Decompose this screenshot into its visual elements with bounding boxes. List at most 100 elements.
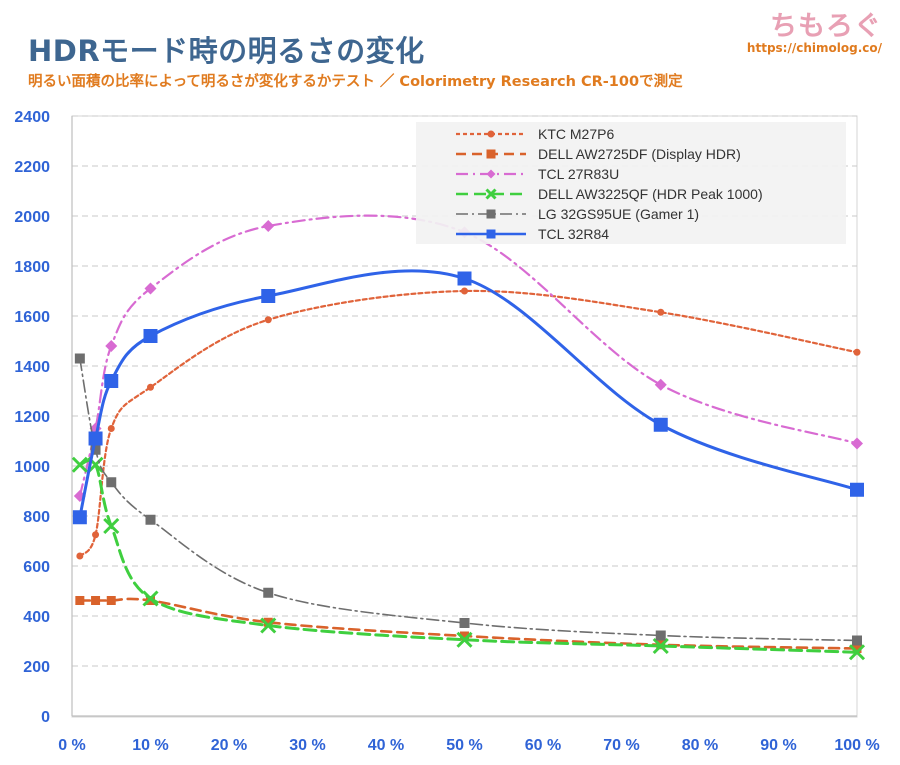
x-tick-label: 50 % xyxy=(446,737,482,754)
series-line xyxy=(78,269,859,519)
chart-title: HDRモード時の明るさの変化 xyxy=(28,34,425,68)
series-lg-32gs95ue-gamer-1 xyxy=(74,353,862,646)
data-point xyxy=(654,378,667,391)
brand: ちもろぐ https://chimolog.co/ xyxy=(747,4,882,55)
data-point xyxy=(92,531,100,539)
data-point xyxy=(260,617,277,634)
data-point xyxy=(91,596,101,605)
data-point xyxy=(456,631,473,648)
data-point xyxy=(142,590,159,607)
data-point xyxy=(461,287,468,295)
data-point xyxy=(72,510,87,525)
axes xyxy=(71,116,857,717)
y-tick-label: 2200 xyxy=(14,159,50,176)
data-point xyxy=(145,514,156,525)
data-point xyxy=(104,374,119,388)
brand-logo: ちもろぐ xyxy=(770,11,882,42)
x-tick-label: 80 % xyxy=(682,737,718,754)
legend-marker xyxy=(487,130,495,138)
y-tick-label: 1400 xyxy=(14,359,50,376)
x-tick-label: 60 % xyxy=(525,737,561,754)
y-tick-label: 1800 xyxy=(14,259,50,276)
chart-subtitle: 明るい面積の比率によって明るさが変化するかテスト ／ Colorimetry R… xyxy=(28,74,683,90)
legend-item: TCL 27R83U xyxy=(456,166,619,182)
data-point xyxy=(105,340,118,352)
legend: KTC M27P6 DELL AW2725DF (Display HDR) TCL … xyxy=(416,122,846,244)
data-point xyxy=(147,383,154,391)
data-point xyxy=(657,308,665,316)
legend-item: TCL 32R84 xyxy=(456,226,609,242)
y-tick-label: 2400 xyxy=(14,109,50,126)
data-point xyxy=(457,271,472,286)
data-point xyxy=(653,417,668,432)
legend-item: KTC M27P6 xyxy=(456,126,614,142)
y-axis-ticks: 0 200 400 600 800 1000 1200 1400 1600 1800 2000 220… xyxy=(14,109,50,726)
legend-marker xyxy=(486,229,496,239)
grid-lines xyxy=(72,115,857,667)
x-tick-label: 90 % xyxy=(760,737,796,754)
data-point xyxy=(850,482,864,497)
data-point xyxy=(143,329,158,343)
data-point xyxy=(88,431,103,446)
legend-label: DELL AW2725DF (Display HDR) xyxy=(538,146,741,162)
y-tick-label: 1600 xyxy=(14,309,50,326)
data-point xyxy=(263,617,273,627)
data-point xyxy=(652,637,669,655)
data-point xyxy=(853,348,861,356)
legend-item: DELL AW2725DF (Display HDR) xyxy=(456,146,741,162)
brand-url: https://chimolog.co/ xyxy=(746,41,882,55)
series-line xyxy=(79,357,858,642)
data-point xyxy=(144,282,157,295)
y-tick-label: 0 xyxy=(41,709,50,726)
data-point xyxy=(262,220,275,232)
data-point xyxy=(460,631,469,641)
y-tick-label: 800 xyxy=(23,509,50,526)
data-point xyxy=(261,289,276,303)
data-point xyxy=(852,635,862,646)
x-tick-label: 100 % xyxy=(834,737,879,754)
data-point xyxy=(74,353,85,364)
x-tick-label: 0 % xyxy=(58,737,86,754)
series-dell-aw3225qf-hdr-peak-1000 xyxy=(71,456,866,661)
data-point xyxy=(848,644,866,661)
data-point xyxy=(655,630,666,641)
data-point xyxy=(106,477,117,488)
legend-box xyxy=(416,122,846,244)
y-tick-label: 1200 xyxy=(14,409,50,426)
x-tick-label: 70 % xyxy=(603,737,639,754)
y-tick-label: 1000 xyxy=(14,459,50,476)
y-tick-label: 2000 xyxy=(14,209,50,226)
data-point xyxy=(852,644,862,653)
data-point xyxy=(90,444,101,455)
legend-marker xyxy=(486,149,496,159)
x-tick-label: 10 % xyxy=(132,737,168,754)
data-point xyxy=(851,437,863,450)
data-point xyxy=(459,618,470,628)
series-line xyxy=(78,597,859,650)
data-point xyxy=(103,517,120,535)
y-tick-label: 200 xyxy=(23,659,50,676)
legend-label: TCL 27R83U xyxy=(538,166,619,182)
series-line xyxy=(78,214,859,498)
data-point xyxy=(71,456,88,473)
legend-marker xyxy=(486,169,496,179)
x-axis-ticks: 0 % 10 % 20 % 30 % 40 % 50 % 60 % 70 % 80 % 90 % 1… xyxy=(58,737,879,754)
x-tick-label: 40 % xyxy=(368,737,404,754)
series-line xyxy=(78,458,859,654)
series-layer xyxy=(71,214,866,661)
y-tick-label: 400 xyxy=(23,609,50,626)
legend-label: DELL AW3225QF (HDR Peak 1000) xyxy=(538,186,763,202)
legend-label: TCL 32R84 xyxy=(538,226,609,242)
y-tick-label: 600 xyxy=(23,559,50,576)
legend-marker xyxy=(486,209,496,219)
x-tick-label: 30 % xyxy=(289,737,325,754)
series-ktc-m27p6 xyxy=(76,287,861,560)
legend-label: LG 32GS95UE (Gamer 1) xyxy=(538,206,699,222)
data-point xyxy=(263,587,274,598)
data-point xyxy=(107,425,115,432)
data-point xyxy=(264,316,272,324)
legend-marker xyxy=(485,188,497,200)
series-tcl-32r84 xyxy=(72,269,864,525)
data-point xyxy=(76,552,84,560)
